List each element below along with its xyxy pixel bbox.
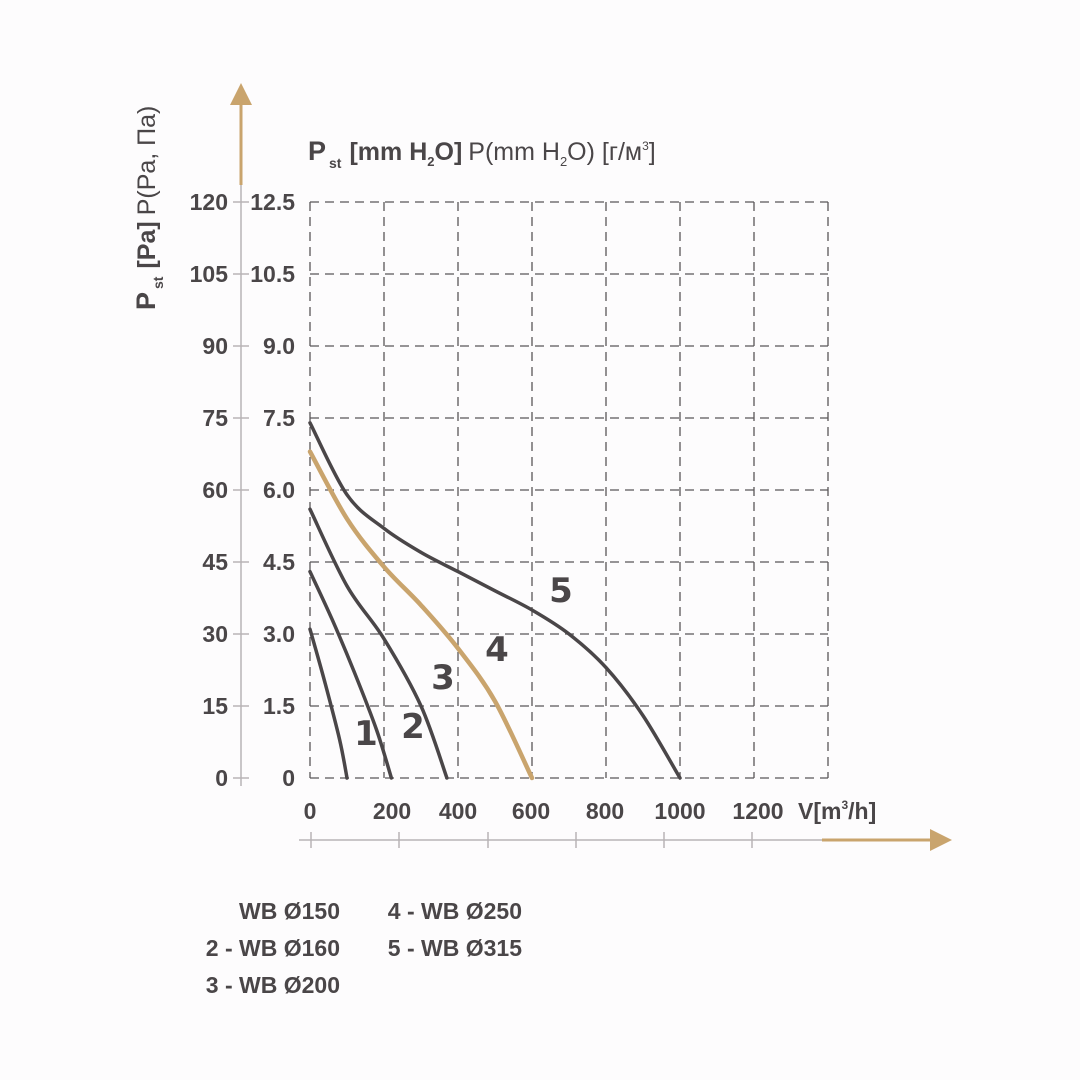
curve-label-1: 1 — [354, 714, 378, 754]
legend-item: 4 - WB Ø250 — [387, 898, 522, 924]
legend-item: 5 - WB Ø315 — [387, 935, 522, 961]
y-tick-label-right: 12.5 — [250, 189, 295, 215]
curve-5 — [308, 421, 682, 780]
y-tick-label-right: 10.5 — [250, 261, 295, 287]
x-tick-label: 800 — [586, 798, 624, 824]
curves — [307, 421, 682, 781]
y-tick-label-right: 1.5 — [263, 693, 295, 719]
curve-2 — [308, 569, 394, 780]
legend-col-2: 4 - WB Ø250 5 - WB Ø315 — [330, 893, 522, 967]
x-axis-label: V[m3/h] — [798, 798, 876, 824]
x-tick-label: 200 — [373, 798, 411, 824]
y-tick-label-right: 0 — [282, 765, 295, 791]
x-tick-label: 1000 — [654, 798, 705, 824]
y-tick-label-right: 9.0 — [263, 333, 295, 359]
curve-4 — [307, 449, 535, 781]
y-tick-label-left: 45 — [202, 549, 228, 575]
curve-label-4: 4 — [485, 630, 509, 670]
y-axis-label-left: Pst[Pa]P(Pa, Па) — [131, 106, 166, 310]
y-tick-label-left: 90 — [202, 333, 228, 359]
curve-label-3: 3 — [431, 658, 455, 698]
x-tick-label: 400 — [439, 798, 477, 824]
x-axis-arrow-head — [930, 829, 952, 851]
y-tick-label-left: 30 — [202, 621, 228, 647]
legend-col-1: WB Ø150 2 - WB Ø160 3 - WB Ø200 — [150, 893, 340, 1004]
curve-3 — [308, 507, 449, 780]
y-tick-label-right: 3.0 — [263, 621, 295, 647]
curve-label-5: 5 — [549, 571, 573, 611]
axes — [230, 83, 952, 851]
y-tick-label-right: 7.5 — [263, 405, 295, 431]
y-tick-label-right: 4.5 — [263, 549, 295, 575]
y-axis-arrow-head — [230, 83, 252, 105]
y-tick-label-left: 0 — [215, 765, 228, 791]
curve-label-2: 2 — [401, 707, 425, 747]
x-tick-label: 0 — [304, 798, 317, 824]
legend-item: 2 - WB Ø160 — [205, 935, 340, 961]
y-tick-label-left: 105 — [190, 261, 229, 287]
y-tick-label-left: 120 — [190, 189, 228, 215]
y-tick-label-left: 15 — [202, 693, 228, 719]
x-tick-label: 600 — [512, 798, 550, 824]
curve-1 — [308, 627, 349, 780]
legend-item: WB Ø150 — [239, 898, 340, 924]
legend-item: 3 - WB Ø200 — [205, 972, 340, 998]
grid — [309, 201, 829, 779]
y-tick-label-left: 75 — [202, 405, 228, 431]
y-tick-label-left: 60 — [202, 477, 228, 503]
x-tick-label: 1200 — [732, 798, 783, 824]
y-tick-label-right: 6.0 — [263, 477, 295, 503]
tick-labels: 015304560759010512001.53.04.56.07.59.010… — [190, 189, 784, 824]
